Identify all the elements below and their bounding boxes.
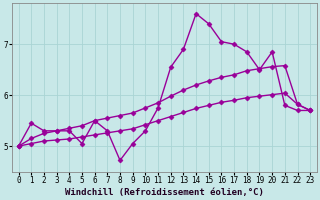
X-axis label: Windchill (Refroidissement éolien,°C): Windchill (Refroidissement éolien,°C) xyxy=(65,188,264,197)
